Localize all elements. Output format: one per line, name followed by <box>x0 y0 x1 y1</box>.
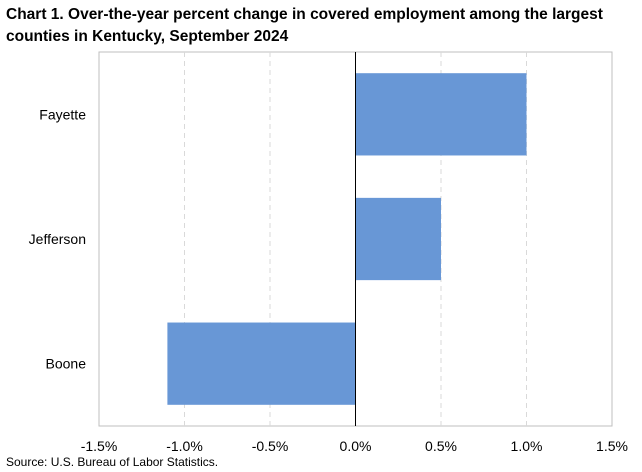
x-tick-label: 0.5% <box>425 438 457 454</box>
x-tick-label: 1.0% <box>511 438 543 454</box>
bar-jefferson <box>355 197 441 281</box>
category-label: Boone <box>46 356 87 372</box>
bar-fayette <box>355 73 527 156</box>
source-note: Source: U.S. Bureau of Labor Statistics. <box>6 455 219 469</box>
x-tick-label: 1.5% <box>596 438 628 454</box>
x-tick-label: 0.0% <box>340 438 372 454</box>
x-tick-label: -0.5% <box>252 438 289 454</box>
x-tick-label: -1.5% <box>81 438 118 454</box>
bar-boone <box>167 322 356 405</box>
category-label: Jefferson <box>29 231 86 247</box>
category-label: Fayette <box>39 106 86 122</box>
x-tick-label: -1.0% <box>166 438 203 454</box>
chart-title: Chart 1. Over-the-year percent change in… <box>6 6 603 45</box>
